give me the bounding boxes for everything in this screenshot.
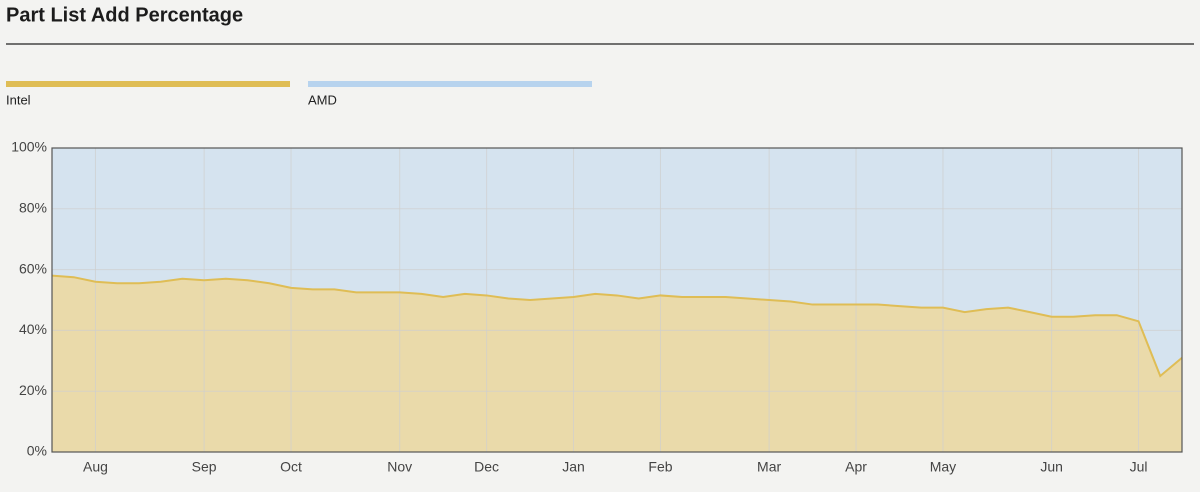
area bbox=[52, 148, 1182, 376]
x-tick-label: Jan bbox=[562, 459, 585, 475]
x-tick-label: Sep bbox=[192, 459, 217, 475]
x-tick-label: Apr bbox=[845, 459, 867, 475]
y-tick-label: 40% bbox=[19, 321, 47, 337]
y-tick-label: 80% bbox=[19, 200, 47, 216]
y-tick-label: 0% bbox=[27, 443, 47, 459]
legend-label: Intel bbox=[6, 92, 31, 107]
x-tick-label: Dec bbox=[474, 459, 499, 475]
x-tick-label: Aug bbox=[83, 459, 108, 475]
series-line bbox=[51, 274, 1183, 378]
x-tick-label: Oct bbox=[280, 459, 302, 475]
chart-title: Part List Add Percentage bbox=[6, 4, 243, 26]
area bbox=[52, 275, 1182, 452]
x-tick-label: Feb bbox=[648, 459, 672, 475]
x-tick-label: Mar bbox=[757, 459, 781, 475]
legend-label: AMD bbox=[308, 92, 337, 107]
x-tick-label: May bbox=[930, 459, 956, 475]
y-tick-label: 100% bbox=[11, 139, 47, 155]
x-tick-label: Nov bbox=[387, 459, 412, 475]
x-tick-label: Jul bbox=[1130, 459, 1148, 475]
y-tick-label: 60% bbox=[19, 260, 47, 276]
legend-swatch bbox=[308, 81, 592, 87]
x-tick-label: Jun bbox=[1040, 459, 1063, 475]
plot-frame bbox=[51, 147, 1183, 453]
legend-swatch bbox=[6, 81, 290, 87]
y-tick-label: 20% bbox=[19, 382, 47, 398]
